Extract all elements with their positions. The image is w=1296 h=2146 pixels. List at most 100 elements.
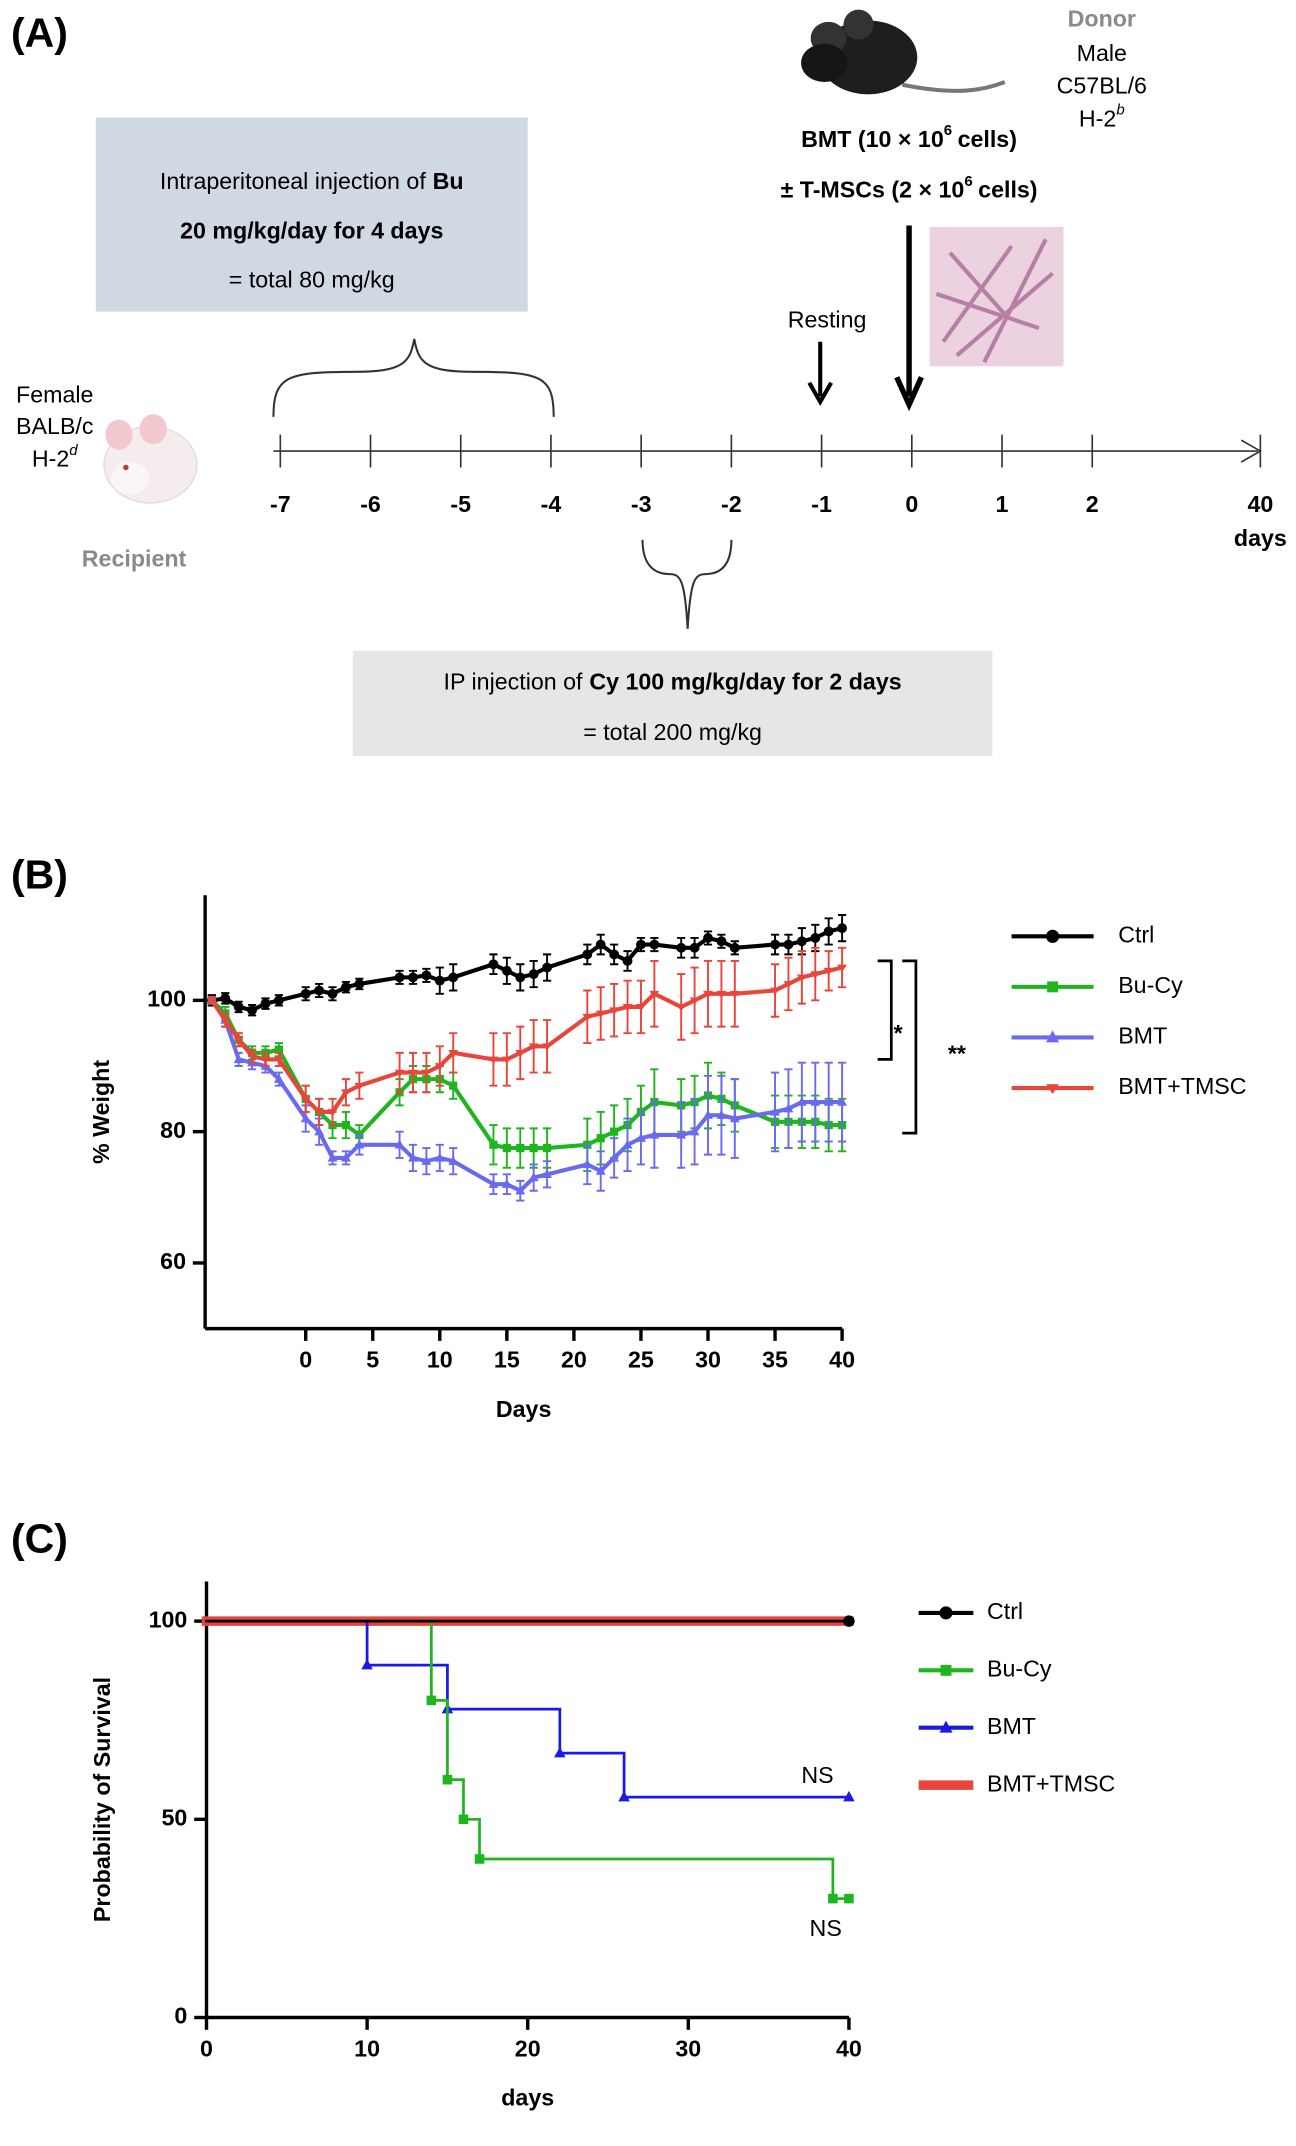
tmsc-end: cells) [978, 177, 1037, 203]
marker [609, 1152, 620, 1162]
marker [783, 1103, 794, 1113]
marker [595, 939, 606, 950]
marker [843, 1790, 855, 1802]
marker [796, 974, 807, 982]
marker [837, 923, 848, 934]
legend-marker [939, 1720, 953, 1733]
marker [770, 987, 780, 996]
marker [622, 956, 633, 966]
marker [515, 972, 526, 983]
marker [636, 1132, 646, 1142]
marker [649, 1129, 660, 1139]
haplotype: H-2 [32, 446, 69, 472]
marker [314, 1109, 325, 1117]
marker [273, 1073, 284, 1083]
bmt-sup: 6 [944, 122, 952, 139]
marker [300, 988, 311, 999]
bu-line-3: = total 80 mg/kg [229, 267, 395, 293]
bmt-end: cells) [958, 126, 1017, 152]
marker [689, 942, 700, 953]
marker [394, 1069, 405, 1078]
marker [649, 990, 660, 999]
marker [233, 1001, 244, 1012]
y-tick-label: 60 [160, 1248, 186, 1274]
significance-bracket [902, 959, 918, 1135]
marker [636, 1004, 646, 1012]
timeline-label: -7 [270, 491, 291, 517]
timeline-label: 2 [1086, 491, 1099, 517]
marker [327, 1152, 338, 1162]
marker [689, 997, 700, 1005]
marker [448, 972, 459, 983]
marker [233, 1036, 244, 1045]
marker [716, 936, 727, 947]
marker [488, 959, 499, 970]
marker [636, 939, 646, 950]
marker [341, 1152, 351, 1162]
marker [844, 1893, 854, 1904]
haplotype-sup: b [1116, 102, 1124, 119]
panel-label: (C) [11, 1516, 68, 1562]
cy-bold: Cy 100 mg/kg/day for 2 days [589, 669, 901, 695]
marker [421, 1155, 432, 1165]
cy-line-1: IP injection of Cy 100 mg/kg/day for 2 da… [444, 669, 902, 695]
marker [314, 1126, 325, 1136]
y-axis-label: % Weight [88, 1060, 114, 1164]
marker [542, 962, 553, 973]
marker [220, 993, 231, 1004]
bmt-arrow [894, 225, 924, 412]
legend-marker [1047, 981, 1059, 993]
timeline-unit: days [1234, 525, 1287, 551]
marker [300, 1095, 311, 1104]
marker [515, 1185, 526, 1195]
recipient-sex: Female [16, 382, 93, 408]
legend-label: BMT [987, 1713, 1036, 1739]
marker [501, 965, 512, 976]
marker [622, 1004, 633, 1012]
marker [770, 1106, 780, 1116]
marker [354, 1139, 365, 1149]
legend-marker [1046, 1030, 1060, 1043]
marker [823, 926, 834, 937]
marker [542, 1143, 552, 1153]
panel-label: (A) [11, 9, 68, 55]
legend-label: Bu-Cy [987, 1655, 1052, 1681]
timeline-label: -2 [721, 491, 742, 517]
marker [361, 1658, 373, 1670]
marker [247, 1005, 257, 1016]
legend-marker [940, 1664, 952, 1676]
legend-label: Ctrl [987, 1598, 1023, 1624]
y-tick-label: 100 [149, 1606, 188, 1632]
marker [448, 1155, 459, 1165]
haplotype: H-2 [1079, 105, 1116, 131]
marker [837, 1096, 848, 1106]
marker [823, 967, 834, 976]
marker [716, 1109, 727, 1119]
cy-text: IP injection of [444, 669, 584, 695]
marker [582, 1013, 593, 1022]
marker [449, 1081, 458, 1090]
marker [421, 1069, 432, 1078]
tmsc-sup: 6 [964, 173, 972, 190]
legend-label: Ctrl [1118, 921, 1154, 947]
marker [273, 1056, 284, 1064]
x-axis-label: days [501, 2085, 554, 2111]
bu-bold: Bu [433, 168, 464, 194]
marker [783, 981, 794, 989]
marker [426, 1695, 437, 1706]
marker [716, 990, 727, 999]
marker [703, 1109, 713, 1119]
legend-label: BMT+TMSC [987, 1770, 1115, 1796]
marker [582, 949, 593, 960]
recipient-mouse [103, 414, 198, 504]
marker [796, 1096, 807, 1106]
marker [394, 1139, 405, 1149]
marker [327, 988, 338, 999]
marker [394, 972, 405, 983]
marker [729, 990, 740, 999]
bu-line-2: 20 mg/kg/day for 4 days [180, 218, 443, 244]
recipient-haplotype: H-2d [32, 442, 78, 472]
marker [474, 1854, 485, 1864]
y-tick-label: 50 [162, 1804, 188, 1830]
marker [783, 939, 794, 950]
